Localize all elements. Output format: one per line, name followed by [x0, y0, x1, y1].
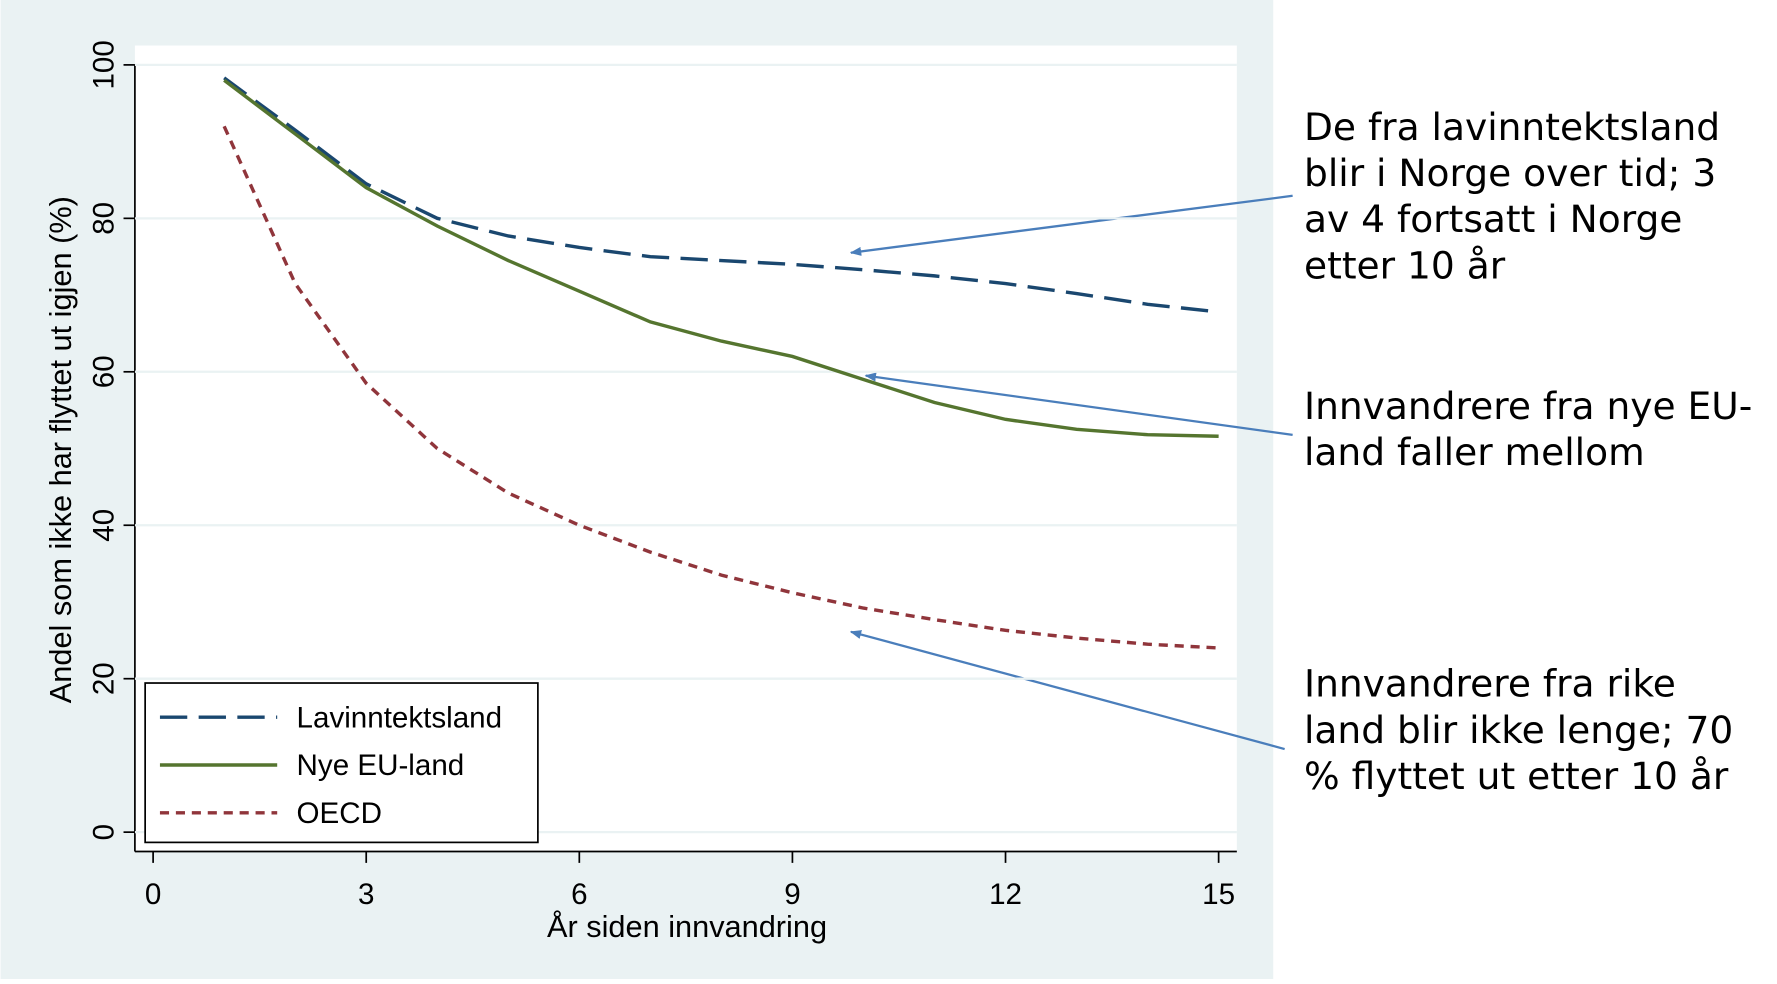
legend-box [144, 682, 539, 844]
legend: Lavinntektsland Nye EU-land OECD [144, 682, 539, 844]
y-tick-label: 0 [87, 824, 120, 840]
x-tick-label: 15 [1202, 878, 1235, 911]
annotation: Innvandrere fra nye EU- [1304, 384, 1752, 428]
legend-label: Nye EU-land [297, 749, 465, 782]
x-tick-label: 3 [358, 878, 374, 911]
y-axis-title: Andel som ikke har flyttet ut igjen (%) [43, 196, 78, 703]
series-line [223, 78, 1219, 438]
y-tick-label: 100 [87, 40, 120, 89]
annotation: land faller mellom [1304, 430, 1645, 474]
series-line [223, 76, 1219, 314]
legend-label: Lavinntektsland [297, 701, 503, 734]
annotation: Innvandrere fra rike [1304, 662, 1676, 706]
x-tick-label: 0 [145, 878, 161, 911]
x-tick-label: 9 [784, 878, 800, 911]
y-tick-label: 80 [87, 202, 120, 235]
y-tick-label: 60 [87, 355, 120, 388]
x-tick-label: 12 [989, 878, 1022, 911]
y-tick-label: 20 [87, 662, 120, 695]
annotation: % flyttet ut etter 10 år [1304, 754, 1729, 798]
arrow [849, 630, 1285, 751]
arrow [849, 194, 1293, 256]
y-tick-label: 40 [87, 509, 120, 542]
annotation: blir i Norge over tid; 3 [1304, 151, 1716, 195]
arrow [864, 372, 1293, 436]
annotation: land blir ikke lenge; 70 [1304, 708, 1733, 752]
legend-label: OECD [297, 797, 382, 830]
annotation: De fra lavinntektsland [1304, 105, 1720, 149]
annotation: av 4 fortsatt i Norge [1304, 197, 1682, 241]
series-line [222, 125, 1219, 650]
x-tick-label: 6 [571, 878, 587, 911]
x-axis-title: År siden innvandring [547, 909, 827, 944]
annotation: etter 10 år [1304, 243, 1506, 287]
